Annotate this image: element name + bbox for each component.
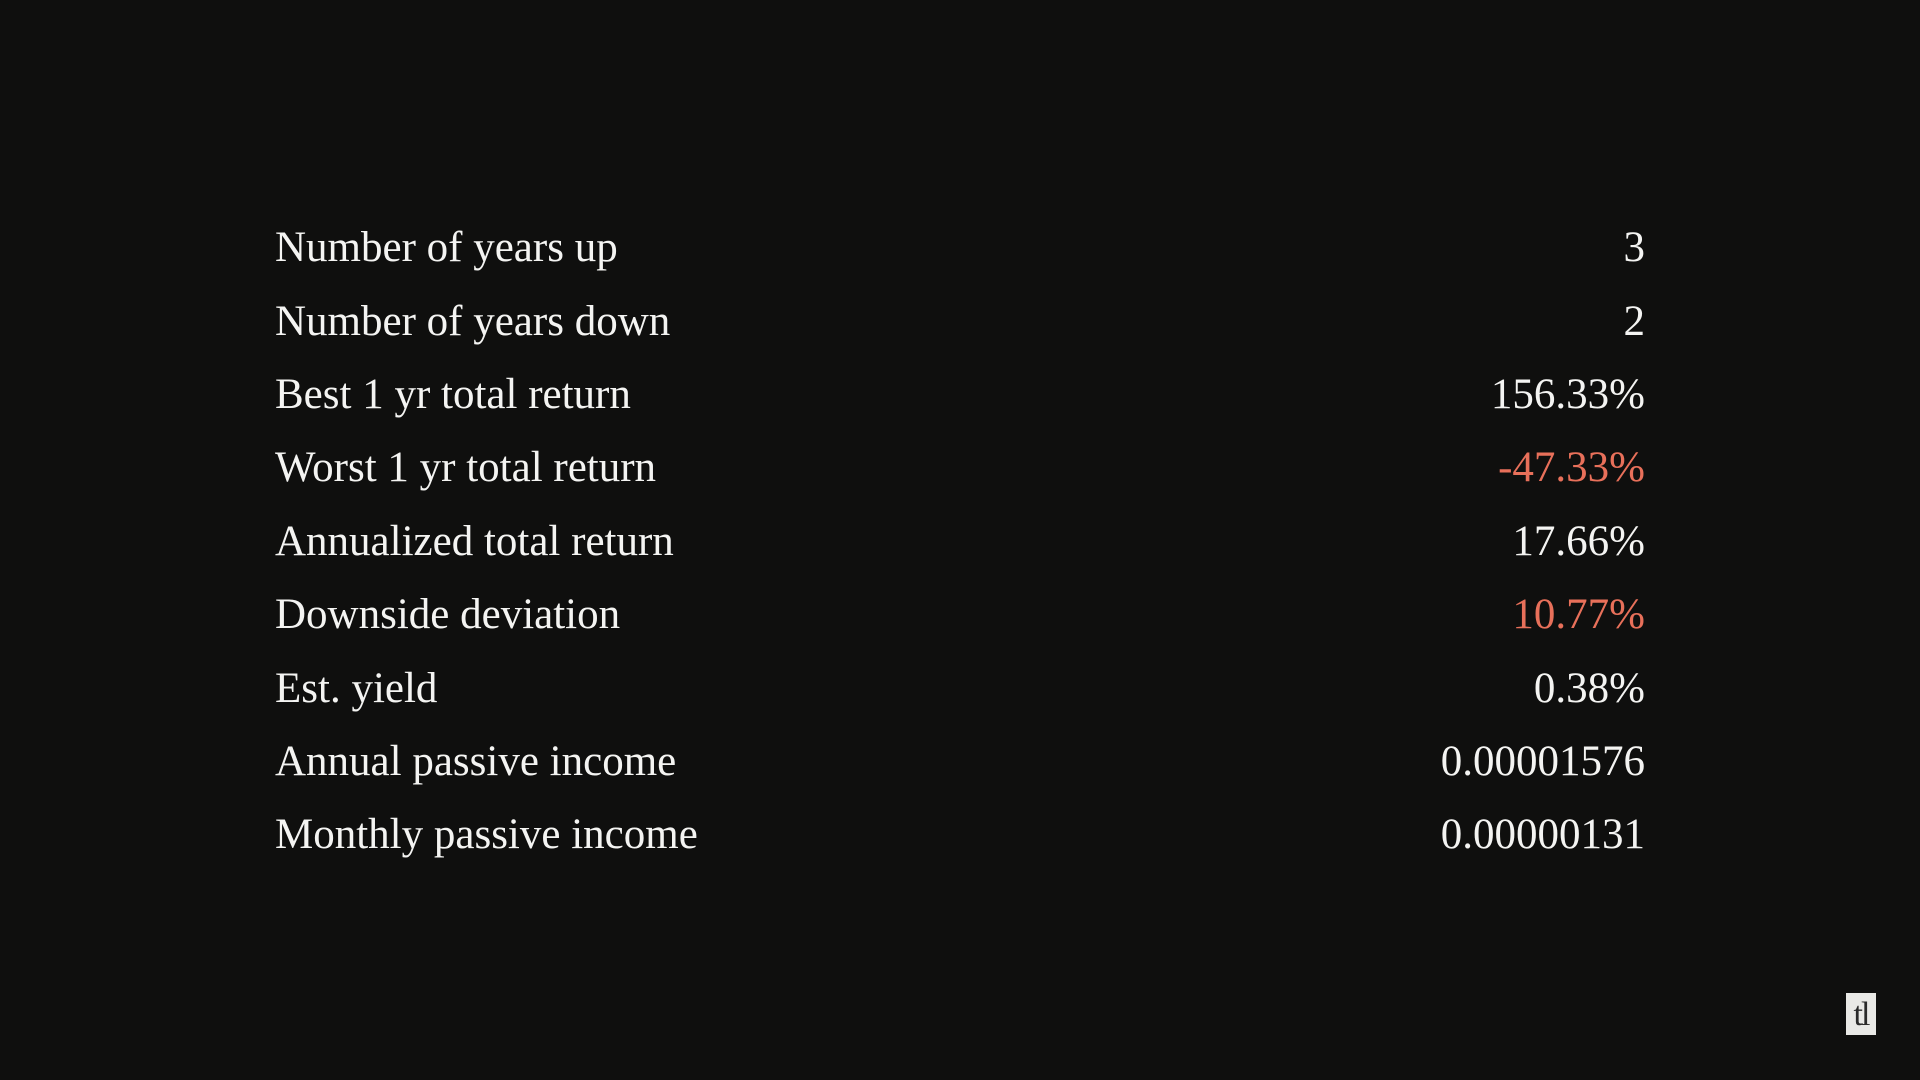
stat-row-years-up: Number of years up 3 xyxy=(275,211,1645,284)
stat-row-annualized-return: Annualized total return 17.66% xyxy=(275,505,1645,578)
stat-label: Number of years down xyxy=(275,297,671,345)
brand-logo: tl xyxy=(1846,993,1876,1035)
stat-row-years-down: Number of years down 2 xyxy=(275,284,1645,357)
stat-value: 3 xyxy=(1623,224,1646,272)
stat-value: 156.33% xyxy=(1490,370,1645,418)
stat-label: Annual passive income xyxy=(275,737,677,785)
stat-value: 0.00000131 xyxy=(1440,811,1645,859)
stat-value-negative: 10.77% xyxy=(1512,591,1645,639)
stat-value: 0.38% xyxy=(1533,664,1645,712)
stat-row-annual-income: Annual passive income 0.00001576 xyxy=(275,725,1645,798)
stat-row-est-yield: Est. yield 0.38% xyxy=(275,651,1645,724)
stat-label: Downside deviation xyxy=(275,591,621,639)
stat-label: Monthly passive income xyxy=(275,811,698,859)
stat-label: Best 1 yr total return xyxy=(275,370,631,418)
stat-label: Annualized total return xyxy=(275,517,674,565)
stats-table: Number of years up 3 Number of years dow… xyxy=(275,211,1645,872)
stat-label: Number of years up xyxy=(275,224,618,272)
stat-value: 17.66% xyxy=(1512,517,1645,565)
stat-row-worst-return: Worst 1 yr total return -47.33% xyxy=(275,431,1645,504)
stat-row-best-return: Best 1 yr total return 156.33% xyxy=(275,358,1645,431)
stat-row-downside-deviation: Downside deviation 10.77% xyxy=(275,578,1645,651)
stat-value: 2 xyxy=(1623,297,1646,345)
stat-label: Est. yield xyxy=(275,664,438,712)
stat-row-monthly-income: Monthly passive income 0.00000131 xyxy=(275,798,1645,871)
stat-value-negative: -47.33% xyxy=(1498,444,1645,492)
stat-value: 0.00001576 xyxy=(1440,737,1645,785)
stat-label: Worst 1 yr total return xyxy=(275,444,657,492)
